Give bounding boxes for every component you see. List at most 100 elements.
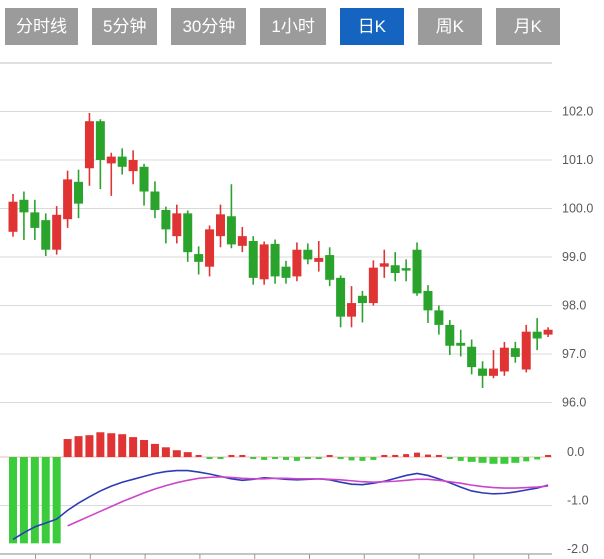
macd-bar-down xyxy=(457,457,464,461)
macd-dea-line xyxy=(67,476,549,527)
macd-bar-down xyxy=(206,457,213,459)
candle-body xyxy=(445,324,455,346)
candle-body xyxy=(248,240,258,278)
candle-up xyxy=(205,225,215,277)
candle-body xyxy=(357,295,367,304)
candle-up xyxy=(8,193,18,237)
candle-down xyxy=(95,119,105,190)
price-axis-label: 99.0 xyxy=(562,250,586,264)
candle-body xyxy=(237,236,247,246)
candle-body xyxy=(336,277,346,317)
candle-down xyxy=(532,318,542,351)
candle-down xyxy=(161,206,171,244)
macd-bar-down xyxy=(337,457,344,459)
candle-up xyxy=(543,327,553,338)
candle-up xyxy=(128,150,138,185)
macd-bar-down xyxy=(30,457,39,544)
candle-body xyxy=(499,347,509,372)
macd-bar-down xyxy=(500,457,509,464)
macd-bar-down xyxy=(293,457,300,461)
candle-up xyxy=(347,286,357,328)
candle-up xyxy=(52,206,62,255)
macd-bar-down xyxy=(467,457,476,462)
candle-down xyxy=(30,199,40,241)
candle-body xyxy=(95,121,105,160)
tab-30min[interactable]: 30分钟 xyxy=(171,8,247,45)
macd-bar-down xyxy=(19,457,28,544)
tab-minute-line[interactable]: 分时线 xyxy=(5,8,78,45)
candle-down xyxy=(270,239,280,284)
candle-down xyxy=(357,290,367,323)
candle-down xyxy=(434,305,444,335)
macd-bar-down xyxy=(272,457,279,459)
candle-body xyxy=(543,329,553,335)
tab-weekly-k[interactable]: 周K xyxy=(417,8,482,45)
candle-body xyxy=(303,249,313,260)
candle-body xyxy=(325,255,335,280)
candle-body xyxy=(379,263,389,267)
candle-down xyxy=(117,148,127,175)
macd-bar-up xyxy=(118,434,127,457)
candle-body xyxy=(215,214,225,237)
candle-up xyxy=(314,240,324,272)
macd-bar-down xyxy=(348,457,355,461)
macd-bar-up xyxy=(195,455,202,457)
macd-bar-up xyxy=(96,432,105,457)
candle-body xyxy=(205,229,215,267)
candle-down xyxy=(139,163,149,206)
price-axis-label: 100.0 xyxy=(562,202,593,216)
candle-down xyxy=(183,210,193,262)
tab-monthly-k[interactable]: 月K xyxy=(495,8,560,45)
price-axis-label: 97.0 xyxy=(562,347,586,361)
macd-bar-up xyxy=(239,455,246,457)
macd-bar-up xyxy=(228,455,235,457)
candle-down xyxy=(510,341,520,363)
candle-body xyxy=(172,213,182,237)
candle-down xyxy=(41,213,51,257)
macd-bar-up xyxy=(545,455,552,457)
candle-up xyxy=(63,170,73,228)
candle-body xyxy=(510,348,520,357)
candle-body xyxy=(412,249,422,294)
candle-body xyxy=(368,267,378,304)
macd-bar-up xyxy=(140,440,149,457)
candle-body xyxy=(532,331,542,339)
tab-5min[interactable]: 5分钟 xyxy=(92,8,158,45)
macd-axis-label: 0.0 xyxy=(567,445,584,459)
price-axis-label: 101.0 xyxy=(562,153,593,167)
candle-down xyxy=(303,243,313,265)
candle-down xyxy=(478,361,488,388)
candle-down xyxy=(226,184,236,249)
macd-bar-up xyxy=(85,435,94,457)
candle-body xyxy=(194,254,204,262)
tab-daily-k[interactable]: 日K xyxy=(339,8,404,45)
candle-up xyxy=(521,324,531,373)
candle-up xyxy=(379,249,389,278)
candle-body xyxy=(30,212,40,228)
candle-body xyxy=(347,303,357,317)
candle-body xyxy=(478,368,488,376)
candle-down xyxy=(423,285,433,323)
candle-body xyxy=(314,257,324,262)
candle-down xyxy=(456,329,466,357)
candle-body xyxy=(63,179,73,220)
candle-body xyxy=(41,220,51,250)
candle-down xyxy=(401,259,411,282)
candle-body xyxy=(128,160,138,172)
candle-body xyxy=(8,201,18,232)
macd-bar-down xyxy=(534,457,541,460)
candle-body xyxy=(401,268,411,271)
candle-up xyxy=(499,341,509,376)
candle-body xyxy=(106,156,116,164)
tab-1hour[interactable]: 1小时 xyxy=(260,8,326,45)
candle-body xyxy=(292,249,302,277)
macd-axis-label: -2.0 xyxy=(567,542,589,556)
macd-bar-up xyxy=(414,452,421,457)
candle-up xyxy=(292,242,302,282)
candle-down xyxy=(281,260,291,284)
candle-body xyxy=(74,181,84,204)
price-axis-label: 98.0 xyxy=(562,299,586,313)
candle-up xyxy=(488,350,498,379)
